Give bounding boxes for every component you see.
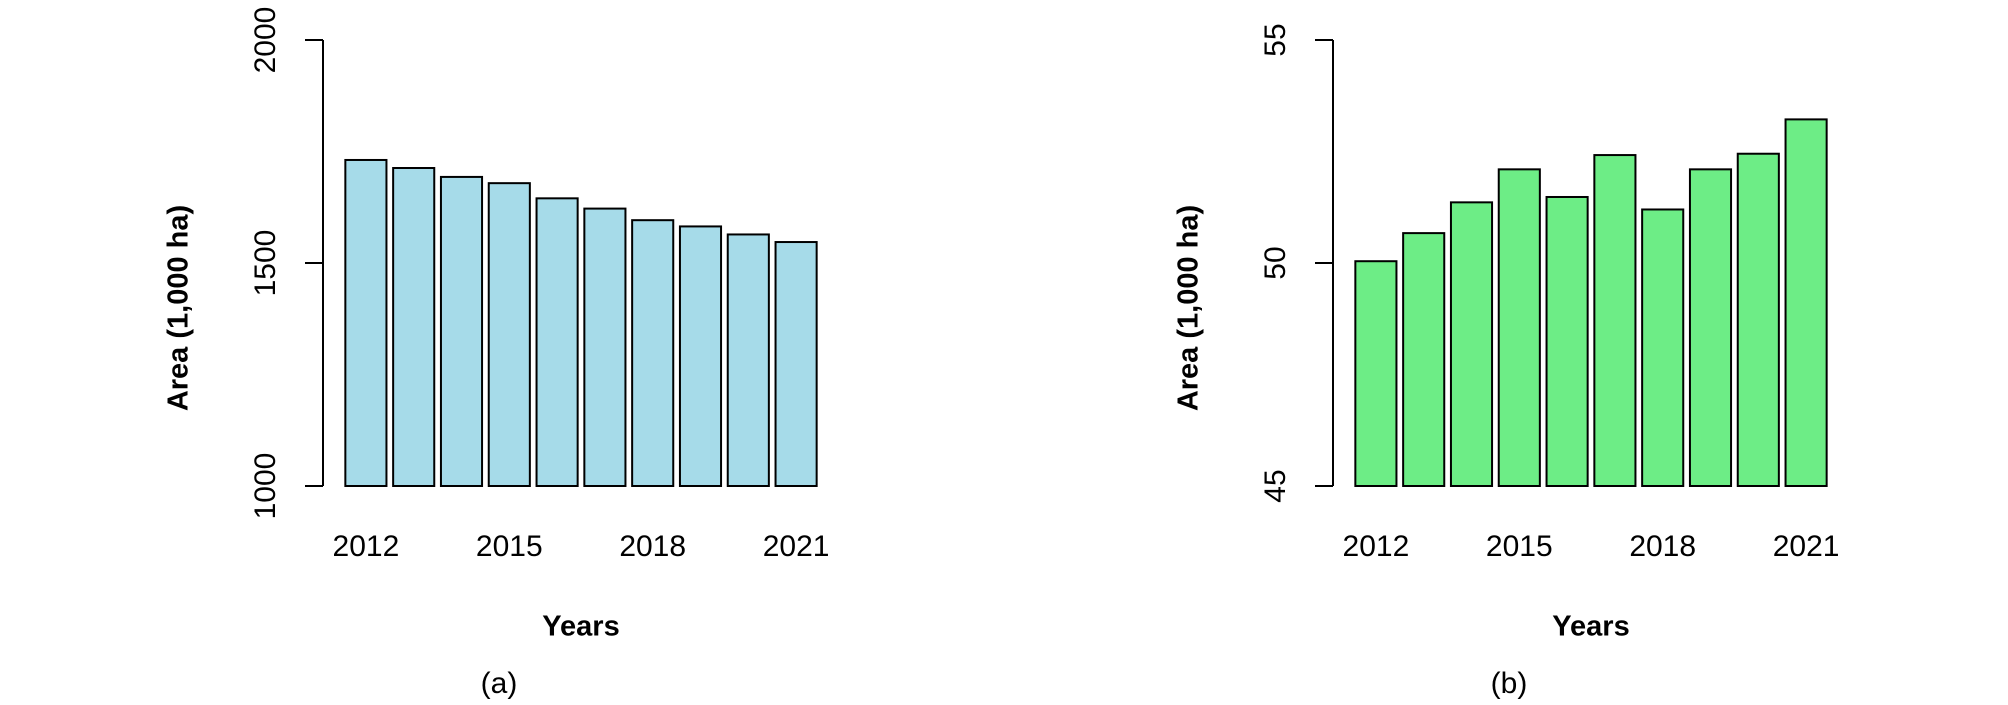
bar: [1736, 152, 1780, 487]
bar: [583, 207, 627, 487]
x-tick-label: 2015: [1486, 530, 1553, 563]
caption: (a): [481, 667, 518, 700]
y-tick-label: 1500: [249, 230, 282, 297]
bar: [344, 158, 388, 487]
bar: [487, 182, 531, 488]
y-tick-label: 2000: [249, 7, 282, 74]
y-tick-label: 1000: [249, 453, 282, 520]
x-axis-title: Years: [542, 611, 619, 643]
y-axis-title: Area (1,000 ha): [1173, 205, 1205, 411]
x-tick-label: 2018: [1629, 530, 1696, 563]
y-tick-label: 50: [1259, 246, 1292, 279]
bar: [726, 233, 770, 487]
bar: [1784, 118, 1828, 487]
bar: [439, 175, 484, 487]
bar: [678, 225, 723, 487]
bar: [1497, 168, 1541, 487]
x-tick-label: 2021: [1773, 530, 1840, 563]
bar: [1402, 232, 1446, 487]
bar: [1545, 195, 1589, 487]
x-tick-label: 2012: [1343, 530, 1410, 563]
bar: [1641, 208, 1685, 487]
x-tick-label: 2012: [333, 530, 400, 563]
y-tick-label: 45: [1259, 469, 1292, 502]
x-tick-label: 2018: [619, 530, 686, 563]
x-tick-label: 2015: [476, 530, 543, 563]
bar: [631, 219, 675, 488]
x-axis-title: Years: [1552, 611, 1629, 643]
bar: [535, 197, 579, 488]
caption: (b): [1491, 667, 1528, 700]
bar: [1354, 260, 1398, 487]
bar: [1688, 168, 1733, 487]
bar: [392, 167, 436, 487]
bar: [774, 241, 818, 487]
bar: [1593, 154, 1637, 487]
bar: [1449, 201, 1494, 487]
y-tick-label: 55: [1259, 23, 1292, 56]
y-axis-title: Area (1,000 ha): [163, 205, 195, 411]
x-tick-label: 2021: [763, 530, 830, 563]
